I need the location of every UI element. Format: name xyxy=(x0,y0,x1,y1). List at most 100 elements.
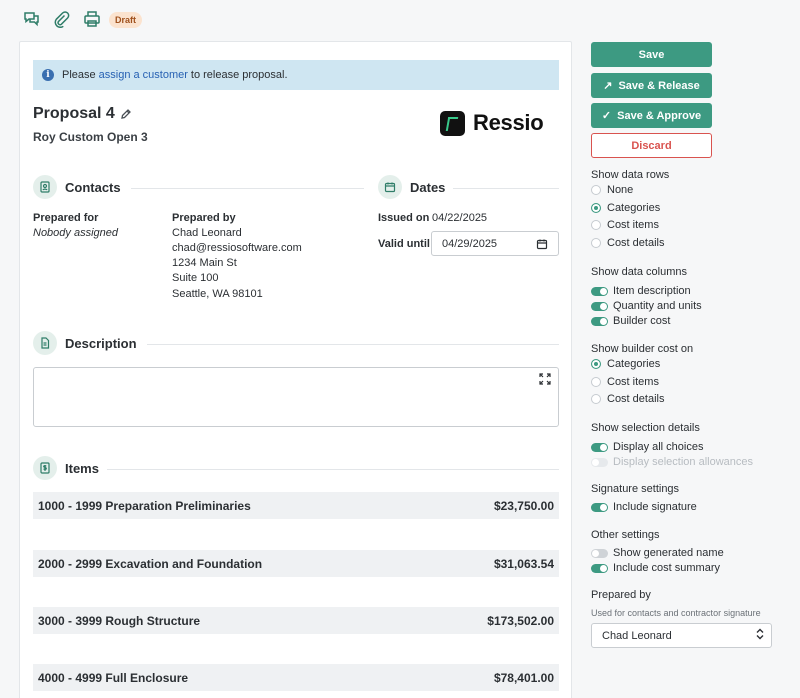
logo-text: Ressio xyxy=(473,110,544,135)
dates-section-header: Dates xyxy=(378,175,445,199)
radio-label: Cost details xyxy=(607,393,665,405)
dates-divider xyxy=(453,188,559,189)
item-amount: $78,401.00 xyxy=(493,670,554,685)
radio-icon xyxy=(591,377,601,387)
toggle-label: Display all choices xyxy=(613,441,704,453)
quantity-units-toggle[interactable]: Quantity and units xyxy=(591,300,702,312)
display-all-choices-toggle[interactable]: Display all choices xyxy=(591,441,703,453)
builder-cost-categories-radio[interactable]: Categories xyxy=(591,358,660,370)
save-release-button[interactable]: ↗ Save & Release xyxy=(591,73,712,98)
prepared-by-heading: Prepared by xyxy=(591,589,651,601)
builder-cost-cost-items-radio[interactable]: Cost items xyxy=(591,376,659,388)
contact-card-icon xyxy=(33,175,57,199)
include-signature-toggle[interactable]: Include signature xyxy=(591,501,697,513)
proposal-document: i Please assign a customer to release pr… xyxy=(19,41,572,698)
calendar-picker-icon[interactable] xyxy=(536,238,548,250)
prepared-by-select[interactable]: Chad Leonard xyxy=(591,623,772,648)
status-badge: Draft xyxy=(109,12,143,28)
data-rows-heading: Show data rows xyxy=(591,169,670,181)
toggle-label: Include cost summary xyxy=(613,562,720,574)
toggle-disabled-icon xyxy=(591,457,608,467)
include-cost-summary-toggle[interactable]: Include cost summary xyxy=(591,562,720,574)
save-release-label: Save & Release xyxy=(618,79,700,92)
radio-label: Cost items xyxy=(607,219,659,231)
items-section-header: Items xyxy=(33,456,99,480)
item-amount: $23,750.00 xyxy=(493,498,554,513)
toggle-on-icon xyxy=(591,286,608,296)
show-generated-name-toggle[interactable]: Show generated name xyxy=(591,547,724,559)
valid-until-label: Valid until xyxy=(378,238,430,250)
prepared-by-email: chad@ressiosoftware.com xyxy=(172,242,302,254)
discard-label: Discard xyxy=(631,139,672,152)
issued-on-label: Issued on xyxy=(378,212,430,224)
radio-selected-icon xyxy=(591,359,601,369)
dollar-document-icon xyxy=(33,456,57,480)
radio-label: Cost details xyxy=(607,237,665,249)
print-icon[interactable] xyxy=(83,10,101,28)
prepared-by-city: Seattle, WA 98101 xyxy=(172,288,263,300)
check-icon: ✓ xyxy=(601,110,612,122)
release-arrow-icon: ↗ xyxy=(603,80,613,92)
valid-until-input[interactable]: 04/29/2025 xyxy=(431,231,559,256)
save-approve-button[interactable]: ✓ Save & Approve xyxy=(591,103,712,128)
item-row[interactable]: 3000 - 3999 Rough Structure $173,502.00 xyxy=(33,607,559,634)
proposal-title: Proposal 4 xyxy=(33,105,115,122)
item-description-toggle[interactable]: Item description xyxy=(591,285,691,297)
paperclip-icon[interactable] xyxy=(52,10,70,28)
builder-cost-cost-details-radio[interactable]: Cost details xyxy=(591,393,664,405)
prepared-by-label: Prepared by xyxy=(172,212,236,224)
item-amount: $31,063.54 xyxy=(493,556,554,571)
toggle-on-icon xyxy=(591,442,608,452)
radio-icon xyxy=(591,185,601,195)
item-amount: $173,502.00 xyxy=(487,613,554,628)
toggle-on-icon xyxy=(591,563,608,573)
item-row[interactable]: 4000 - 4999 Full Enclosure $78,401.00 xyxy=(33,664,559,691)
item-row[interactable]: 2000 - 2999 Excavation and Foundation $3… xyxy=(33,550,559,577)
radio-icon xyxy=(591,220,601,230)
data-rows-none-radio[interactable]: None xyxy=(591,184,633,196)
description-divider xyxy=(147,344,559,345)
discard-button[interactable]: Discard xyxy=(591,133,712,158)
expand-icon[interactable] xyxy=(539,373,551,385)
item-name: 4000 - 4999 Full Enclosure xyxy=(38,670,189,685)
contacts-section-header: Contacts xyxy=(33,175,121,199)
calendar-icon xyxy=(378,175,402,199)
data-rows-categories-radio[interactable]: Categories xyxy=(591,202,660,214)
contacts-divider xyxy=(131,188,364,189)
dates-heading: Dates xyxy=(410,179,446,195)
radio-label: Cost items xyxy=(607,376,659,388)
toggle-label: Quantity and units xyxy=(613,300,702,312)
proposal-subtitle: Roy Custom Open 3 xyxy=(33,130,148,144)
data-rows-cost-items-radio[interactable]: Cost items xyxy=(591,219,659,231)
info-icon: i xyxy=(42,69,54,81)
edit-title-icon[interactable] xyxy=(120,108,132,120)
alert-suffix: to release proposal. xyxy=(190,69,288,81)
display-allowances-toggle: Display selection allowances xyxy=(591,456,753,468)
prepared-by-address-2: Suite 100 xyxy=(172,272,219,284)
toggle-label: Include signature xyxy=(613,501,697,513)
item-row[interactable]: 1000 - 1999 Preparation Preliminaries $2… xyxy=(33,492,559,519)
save-approve-label: Save & Approve xyxy=(617,109,702,122)
radio-icon xyxy=(591,238,601,248)
toggle-label: Builder cost xyxy=(613,315,671,327)
data-rows-cost-details-radio[interactable]: Cost details xyxy=(591,237,664,249)
item-name: 3000 - 3999 Rough Structure xyxy=(38,613,201,628)
customer-alert: i Please assign a customer to release pr… xyxy=(33,60,559,90)
radio-label: Categories xyxy=(607,202,661,214)
save-button[interactable]: Save xyxy=(591,42,712,67)
builder-cost-toggle[interactable]: Builder cost xyxy=(591,315,670,327)
logo-mark-icon xyxy=(440,110,465,136)
prepared-for-value: Nobody assigned xyxy=(33,227,119,239)
prepared-by-select-value: Chad Leonard xyxy=(602,629,672,642)
description-section-header: Description xyxy=(33,331,137,355)
toggle-label: Item description xyxy=(613,285,691,297)
comments-icon[interactable] xyxy=(23,10,41,28)
items-divider xyxy=(107,469,559,470)
prepared-for-label: Prepared for xyxy=(33,212,99,224)
signature-heading: Signature settings xyxy=(591,483,680,495)
toggle-off-icon xyxy=(591,548,608,558)
radio-label: None xyxy=(607,184,634,196)
description-textarea[interactable] xyxy=(33,367,559,427)
assign-customer-link[interactable]: assign a customer xyxy=(98,69,188,81)
radio-selected-icon xyxy=(591,203,601,213)
